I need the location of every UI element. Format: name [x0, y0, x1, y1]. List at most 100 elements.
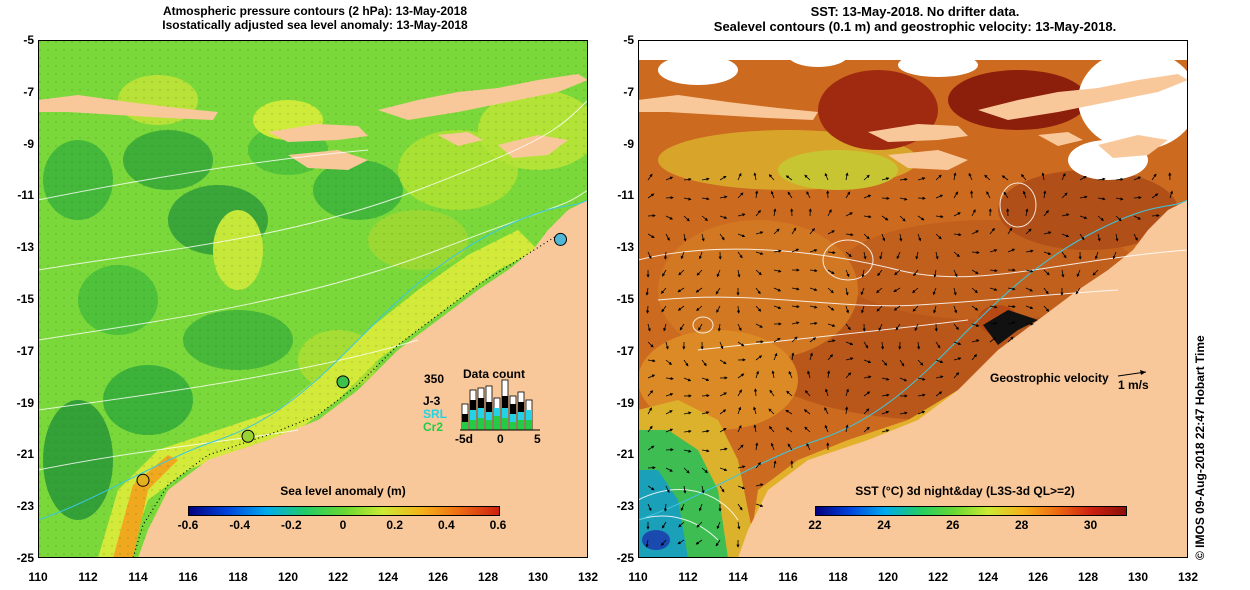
velocity-arrow: [1061, 213, 1070, 217]
velocity-arrow: [989, 337, 997, 343]
velocity-arrow: [953, 305, 958, 314]
left-lon-tick: 124: [377, 570, 399, 584]
velocity-arrow: [912, 305, 919, 312]
velocity-arrow: [935, 391, 943, 397]
velocity-arrow: [1112, 251, 1117, 260]
velocity-arrow: [881, 215, 889, 221]
data-count-axis-tick: 0: [497, 432, 504, 446]
velocity-arrow: [953, 191, 959, 199]
velocity-arrow: [824, 424, 829, 433]
velocity-arrow: [899, 377, 908, 382]
velocity-arrow: [863, 391, 871, 397]
tide-gauge-marker[interactable]: [554, 232, 567, 246]
velocity-arrow: [768, 174, 775, 181]
right-lat-tick: -21: [616, 447, 634, 462]
velocity-arrow: [1097, 233, 1101, 242]
velocity-arrow: [773, 460, 777, 469]
velocity-arrow: [971, 339, 980, 343]
velocity-arrow: [845, 388, 849, 397]
right-lat-tick: -9: [623, 136, 634, 151]
left-lon-tick: 112: [78, 570, 98, 584]
velocity-arrow: [695, 539, 703, 545]
velocity-arrow: [1076, 269, 1081, 278]
sst-map[interactable]: [638, 40, 1188, 558]
velocity-arrow: [1061, 233, 1070, 238]
velocity-arrow: [698, 323, 703, 331]
velocity-arrow: [863, 194, 872, 199]
velocity-arrow: [755, 370, 759, 379]
right-lat-tick: -11: [617, 188, 634, 203]
velocity-arrow: [696, 521, 703, 528]
right-lon-tick: 118: [828, 570, 848, 584]
sst-map-graphic: [638, 40, 1188, 558]
velocity-arrow: [755, 461, 762, 469]
velocity-arrow: [701, 449, 710, 453]
velocity-arrow: [881, 393, 890, 397]
velocity-arrow: [696, 269, 703, 276]
velocity-arrow: [953, 269, 958, 278]
right-lon-tick: 132: [1177, 570, 1199, 584]
velocity-arrow: [683, 467, 690, 474]
velocity-arrow: [935, 359, 944, 364]
velocity-arrow: [773, 352, 778, 361]
velocity-arrow: [809, 321, 818, 325]
velocity-arrow: [935, 341, 941, 349]
tide-gauge-marker[interactable]: [136, 473, 150, 487]
data-count-series-label: SRL: [423, 407, 447, 421]
velocity-arrow: [665, 233, 670, 241]
velocity-arrow: [665, 393, 674, 397]
velocity-arrow: [845, 172, 849, 181]
velocity-arrow: [701, 177, 710, 181]
velocity-arrow: [863, 359, 872, 364]
velocity-arrow: [917, 393, 926, 397]
velocity-arrow: [683, 197, 692, 201]
tide-gauge-marker[interactable]: [336, 375, 350, 389]
data-count-max: 350: [424, 372, 445, 386]
velocity-arrow: [804, 174, 811, 181]
velocity-arrow: [1097, 197, 1106, 201]
velocity-arrow: [953, 233, 962, 237]
velocity-arrow: [662, 269, 667, 277]
velocity-arrow: [737, 251, 743, 259]
tide-gauge-marker[interactable]: [241, 429, 255, 443]
velocity-arrow: [1061, 269, 1065, 278]
velocity-arrow: [1115, 197, 1124, 201]
velocity-arrow: [863, 408, 870, 415]
velocity-arrow: [899, 215, 906, 222]
left-lon-tick: 128: [477, 570, 499, 584]
velocity-arrow: [989, 268, 998, 273]
velocity-arrow: [899, 359, 905, 367]
velocity-arrow: [719, 341, 724, 350]
velocity-arrow: [1003, 191, 1009, 199]
velocity-arrow: [647, 485, 655, 491]
velocity-arrow: [719, 447, 728, 451]
velocity-arrow: [1115, 177, 1124, 181]
velocity-arrow: [845, 191, 851, 199]
velocity-arrow: [665, 376, 674, 381]
velocity-arrow: [755, 483, 764, 487]
velocity-arrow: [683, 215, 690, 222]
velocity-arrow: [935, 174, 942, 181]
right-lat-tick: -25: [616, 551, 634, 565]
velocity-arrow: [647, 359, 656, 363]
velocity-arrow: [773, 287, 782, 292]
velocity-arrow: [773, 269, 782, 273]
velocity-arrow: [953, 251, 960, 258]
velocity-arrow: [660, 287, 667, 294]
velocity-arrow: [679, 323, 685, 331]
velocity-arrow: [1007, 287, 1016, 291]
velocity-arrow: [917, 377, 926, 381]
velocity-arrow: [737, 269, 741, 278]
velocity-arrow: [881, 196, 890, 200]
velocity-arrow: [755, 287, 761, 295]
velocity-arrow: [755, 209, 761, 217]
velocity-arrow: [647, 425, 653, 433]
velocity-arrow: [1115, 215, 1122, 222]
velocity-legend-unit: 1 m/s: [1118, 378, 1149, 392]
left-lat-tick: -5: [23, 33, 34, 47]
velocity-arrow: [989, 321, 998, 325]
velocity-arrow: [678, 269, 685, 276]
velocity-arrow: [1079, 215, 1088, 220]
left-lon-tick: 132: [577, 570, 599, 584]
sea-level-anomaly-map[interactable]: [38, 40, 588, 558]
